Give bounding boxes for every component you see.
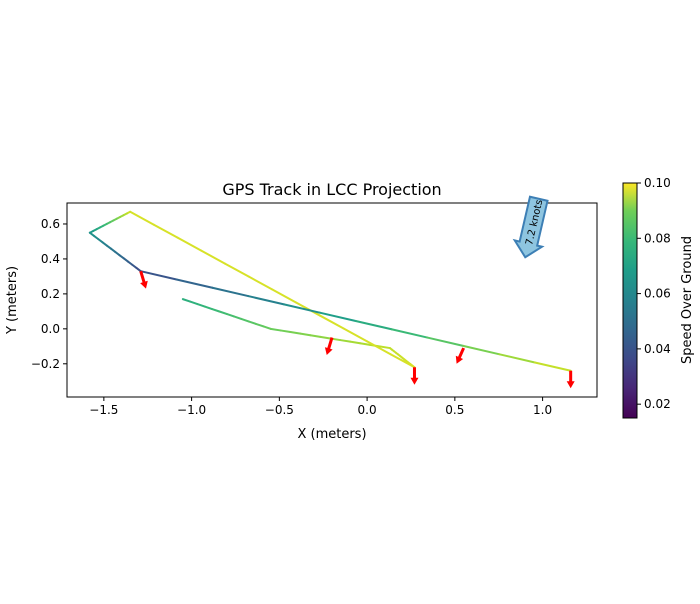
track-segment: [354, 319, 393, 331]
track-segment: [211, 286, 250, 298]
track-segment: [225, 312, 236, 318]
x-tick-label: 0.5: [445, 403, 464, 417]
heading-arrow-shape: [324, 337, 334, 356]
track-segment: [349, 340, 362, 345]
y-tick-label: 0.2: [41, 287, 60, 301]
track-segment: [247, 275, 274, 291]
track-segment: [129, 210, 155, 226]
track-segment: [279, 329, 292, 334]
colorbar-tick-label: 0.10: [644, 176, 671, 190]
x-tick-label: 1.0: [533, 403, 552, 417]
wind-arrow-shape: [512, 195, 549, 259]
heading-arrow: [455, 347, 465, 364]
track-segment: [189, 300, 199, 306]
track-segment: [269, 327, 282, 332]
track-segment: [389, 353, 416, 369]
track-segment: [240, 317, 250, 323]
y-axis-label: Y (meters): [5, 266, 20, 335]
colorbar: [622, 182, 638, 419]
heading-arrow: [410, 367, 419, 385]
heading-arrow-shape: [455, 347, 465, 364]
track-segment: [309, 334, 322, 338]
track-segment: [233, 315, 243, 320]
track-segment: [218, 310, 228, 315]
track-segment: [152, 223, 179, 239]
track-segment: [203, 305, 214, 311]
track-segment: [318, 314, 345, 330]
track-segment: [289, 331, 302, 335]
track-segment: [139, 270, 178, 281]
track-segment: [200, 249, 226, 265]
y-tick-label: 0.6: [41, 217, 60, 231]
heading-arrow-shape: [566, 370, 575, 389]
track-segment: [254, 322, 265, 328]
x-axis-label: X (meters): [297, 427, 366, 442]
y-tick-label: 0.0: [41, 322, 60, 336]
track-segment: [318, 311, 357, 322]
x-tick-label: −0.5: [265, 403, 294, 417]
track-segment: [223, 262, 250, 278]
heading-arrow: [139, 270, 148, 289]
track-segment: [247, 320, 257, 325]
y-tick-label: −0.2: [31, 357, 60, 371]
track-segment: [283, 303, 321, 314]
track-segment: [462, 344, 501, 356]
axes-frame: [66, 202, 598, 398]
heading-arrow: [324, 337, 334, 356]
colorbar-tick-label: 0.06: [644, 287, 671, 301]
colorbar-tick-label: 0.04: [644, 342, 671, 356]
track-segment: [339, 339, 352, 343]
chart-title: GPS Track in LCC Projection: [222, 180, 441, 199]
track-segment: [196, 303, 206, 308]
track-segment: [378, 345, 391, 350]
x-tick-label: −1.0: [177, 403, 206, 417]
plot-area: [88, 210, 575, 389]
colorbar-tick-label: 0.08: [644, 231, 671, 245]
track-segment: [271, 288, 298, 304]
track-segment: [262, 325, 272, 330]
track-segment: [247, 295, 286, 306]
colorbar-tick-label: 0.02: [644, 397, 671, 411]
track-segment: [426, 336, 465, 347]
heading-arrow: [566, 370, 575, 389]
track-segment: [211, 308, 221, 313]
track-segment: [175, 278, 214, 289]
track-segment: [181, 298, 192, 303]
track-segment: [390, 328, 429, 339]
x-tick-label: 0.0: [358, 403, 377, 417]
x-tick-label: −1.5: [89, 403, 118, 417]
track-segment: [359, 342, 372, 346]
track-segment: [299, 332, 312, 337]
wind-arrow-annotation: 7.2 knots: [512, 195, 549, 259]
track-segment: [319, 335, 332, 340]
track-segment: [498, 353, 536, 364]
track-segment: [342, 327, 369, 343]
y-tick-label: 0.4: [41, 252, 60, 266]
heading-arrow-shape: [410, 367, 419, 385]
colorbar-label: Speed Over Ground: [680, 236, 695, 364]
track-segment: [366, 340, 392, 356]
track-segment: [176, 236, 203, 252]
heading-arrow-shape: [139, 270, 148, 289]
track-segment: [533, 361, 572, 372]
